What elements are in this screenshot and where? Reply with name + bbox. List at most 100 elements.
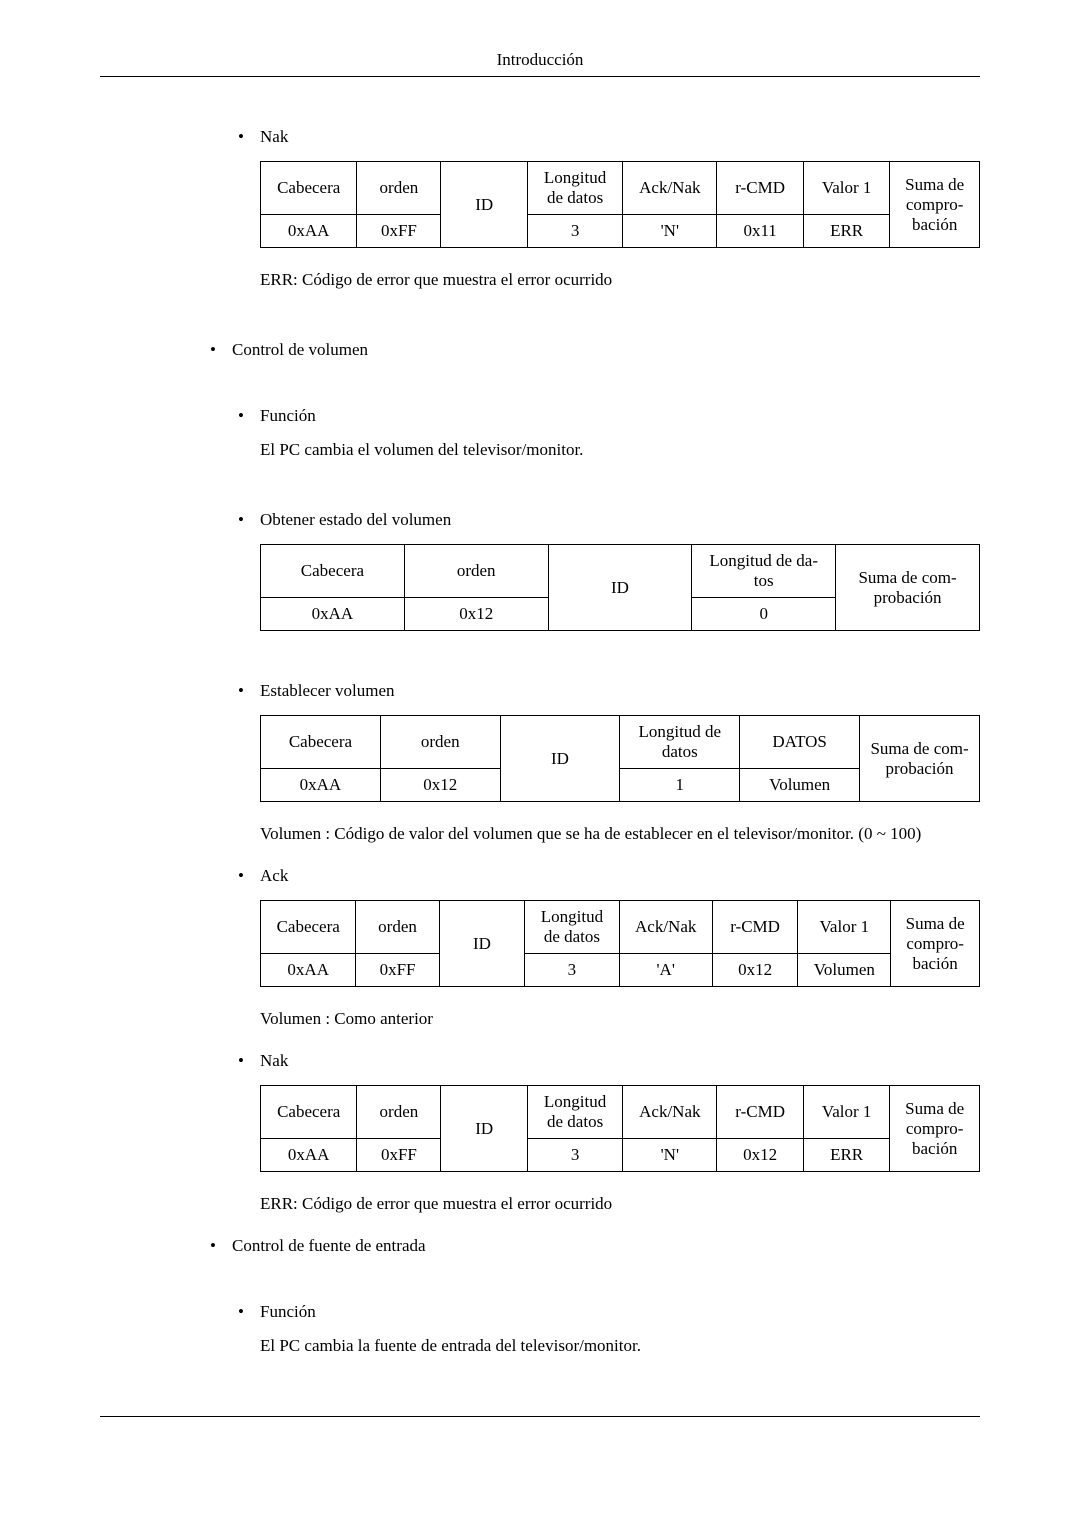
table-nak-1b: Cabecera orden ID Longitud de datos Ack/… (260, 161, 980, 248)
td: 0x12 (404, 598, 548, 631)
bullet-nak-vol: Nak (238, 1051, 980, 1071)
bullet-nak-vol-label: Nak (260, 1051, 288, 1070)
td: 0xFF (357, 1139, 441, 1172)
table-ack-vol: Cabecera orden ID Longitud de datos Ack/… (260, 900, 980, 987)
bullet-source-control: Control de fuente de entrada (210, 1236, 980, 1256)
td: Volumen (798, 954, 891, 987)
set-volume-note: Volumen : Código de valor del volumen qu… (260, 824, 980, 844)
page-title: Introducción (497, 50, 584, 69)
td: 0 (692, 598, 836, 631)
table-row: Cabecera orden ID Longitud de datos Ack/… (261, 162, 980, 215)
bullet-volume-control-label: Control de volumen (232, 340, 368, 359)
td: 0xAA (261, 1139, 357, 1172)
bullet-set-volume: Establecer volumen (238, 681, 980, 701)
table-row: 0xAA 0xFF 3 'N' 0x11 ERR (261, 215, 980, 248)
td: 0xAA (261, 769, 381, 802)
th: orden (380, 716, 500, 769)
th: Longitud de datos (527, 162, 622, 215)
td: 0xFF (356, 954, 439, 987)
th: r-CMD (717, 162, 803, 215)
td: 0xAA (261, 215, 357, 248)
td: 3 (527, 215, 622, 248)
td: 0x12 (380, 769, 500, 802)
table-row: 0xAA 0xFF 3 'A' 0x12 Volumen (261, 954, 980, 987)
th: Ack/Nak (623, 1086, 717, 1139)
th: Suma de com-probación (860, 716, 980, 802)
bullet-nak-1: Nak (238, 127, 980, 147)
th: Suma de compro-bación (890, 162, 980, 248)
th: Longitud de datos (620, 716, 740, 769)
bullet-get-state: Obtener estado del volumen (238, 510, 980, 530)
bullet-ack-vol-label: Ack (260, 866, 288, 885)
td: 0x11 (717, 215, 803, 248)
th: Suma de compro-bación (891, 901, 980, 987)
th: Suma de compro-bación (890, 1086, 980, 1172)
ack-vol-note: Volumen : Como anterior (260, 1009, 980, 1029)
table-row: Cabecera orden ID Longitud de da-tos Sum… (261, 545, 980, 598)
bullet-funcion-source-label: Función (260, 1302, 316, 1321)
bullet-get-state-label: Obtener estado del volumen (260, 510, 451, 529)
th: ID (441, 162, 527, 248)
table-row: Cabecera orden ID Longitud de datos DATO… (261, 716, 980, 769)
th: Valor 1 (803, 162, 889, 215)
th: orden (357, 1086, 441, 1139)
td: 0xAA (261, 598, 405, 631)
footer-divider (100, 1416, 980, 1417)
bullet-nak-1-label: Nak (260, 127, 288, 146)
td: 'A' (619, 954, 712, 987)
table-row: Cabecera orden ID Longitud de datos Ack/… (261, 1086, 980, 1139)
nak-vol-note: ERR: Código de error que muestra el erro… (260, 1194, 980, 1214)
td: 0xAA (261, 954, 356, 987)
bullet-funcion-vol-label: Función (260, 406, 316, 425)
td: 0x12 (717, 1139, 803, 1172)
th: ID (441, 1086, 527, 1172)
td: 0xFF (357, 215, 441, 248)
th: Cabecera (261, 716, 381, 769)
th: Cabecera (261, 1086, 357, 1139)
table-row: Cabecera orden ID Longitud de datos Ack/… (261, 901, 980, 954)
td: 3 (525, 954, 619, 987)
th: Valor 1 (798, 901, 891, 954)
td: 1 (620, 769, 740, 802)
th: Valor 1 (803, 1086, 889, 1139)
err-note-1: ERR: Código de error que muestra el erro… (260, 270, 980, 290)
td: 3 (527, 1139, 622, 1172)
th: Longitud de datos (525, 901, 619, 954)
th: DATOS (740, 716, 860, 769)
th: Cabecera (261, 901, 356, 954)
th: Longitud de da-tos (692, 545, 836, 598)
th: orden (357, 162, 441, 215)
table-set-volume: Cabecera orden ID Longitud de datos DATO… (260, 715, 980, 802)
th: orden (356, 901, 439, 954)
bullet-source-control-label: Control de fuente de entrada (232, 1236, 426, 1255)
td: 'N' (623, 215, 717, 248)
th: Cabecera (261, 545, 405, 598)
bullet-ack-vol: Ack (238, 866, 980, 886)
td: 'N' (623, 1139, 717, 1172)
th: Ack/Nak (623, 162, 717, 215)
bullet-funcion-source: Función (238, 1302, 980, 1322)
td: ERR (803, 1139, 889, 1172)
bullet-funcion-vol: Función (238, 406, 980, 426)
table-nak-vol: Cabecera orden ID Longitud de datos Ack/… (260, 1085, 980, 1172)
page-header: Introducción (100, 50, 980, 77)
th: Ack/Nak (619, 901, 712, 954)
table-get-state: Cabecera orden ID Longitud de da-tos Sum… (260, 544, 980, 631)
th: ID (548, 545, 692, 631)
td: ERR (803, 215, 889, 248)
funcion-source-text: El PC cambia la fuente de entrada del te… (260, 1336, 980, 1356)
th: Longitud de datos (527, 1086, 622, 1139)
th: ID (500, 716, 620, 802)
th: r-CMD (717, 1086, 803, 1139)
th: orden (404, 545, 548, 598)
th: r-CMD (712, 901, 798, 954)
funcion-vol-text: El PC cambia el volumen del televisor/mo… (260, 440, 980, 460)
bullet-set-volume-label: Establecer volumen (260, 681, 395, 700)
td: Volumen (740, 769, 860, 802)
table-row: 0xAA 0xFF 3 'N' 0x12 ERR (261, 1139, 980, 1172)
th: Cabecera (261, 162, 357, 215)
th: ID (439, 901, 525, 987)
th: Suma de com-probación (836, 545, 980, 631)
td: 0x12 (712, 954, 798, 987)
bullet-volume-control: Control de volumen (210, 340, 980, 360)
